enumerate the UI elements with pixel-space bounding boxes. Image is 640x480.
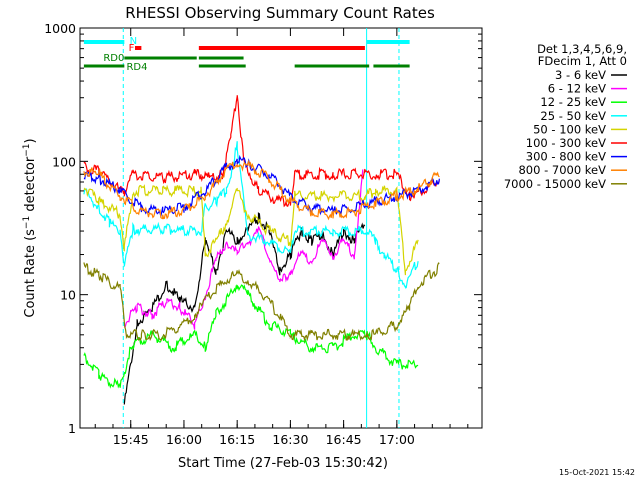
series-line <box>123 169 364 330</box>
y-label-exp2: −1 <box>22 143 32 156</box>
series-line <box>83 262 440 342</box>
series-line <box>123 212 366 405</box>
series-line <box>83 141 419 290</box>
x-tick-label: 16:30 <box>272 432 308 447</box>
night-flag-label: N <box>130 36 137 47</box>
x-tick-label: 16:00 <box>166 432 202 447</box>
legend-header-1: Det 1,3,4,5,6,9, <box>537 42 627 56</box>
x-axis-label: Start Time (27-Feb-03 15:30:42) <box>178 456 388 471</box>
legend-label: 25 - 50 keV <box>540 109 606 123</box>
x-tick-label: 15:45 <box>113 432 149 447</box>
rd4-flag-label: RD4 <box>126 62 147 73</box>
plot-frame <box>79 27 483 429</box>
y-label-main: Count Rate (s <box>23 229 38 318</box>
x-tick-label: 16:15 <box>219 432 255 447</box>
y-label-end: ) <box>23 138 38 143</box>
y-axis-label: Count Rate (s−1 detector−1) <box>22 138 38 317</box>
legend-label: 100 - 300 keV <box>526 136 606 150</box>
y-label-mid: detector <box>23 156 38 216</box>
y-tick-label: 10 <box>60 288 76 303</box>
series-line <box>83 159 440 221</box>
legend: Det 1,3,4,5,6,9, FDecim 1, Att 0 3 - 6 k… <box>504 42 627 191</box>
y-label-exp1: −1 <box>22 216 32 229</box>
y-axis: 1 10 100 1000 <box>44 21 482 436</box>
legend-label: 6 - 12 keV <box>548 82 606 96</box>
legend-label: 3 - 6 keV <box>555 68 606 82</box>
plot-area <box>79 27 483 429</box>
legend-header-2: FDecim 1, Att 0 <box>538 54 627 68</box>
legend-label: 300 - 800 keV <box>526 150 606 164</box>
rd0-flag-label: RD0 <box>103 53 124 64</box>
footer-stamp: 15-Oct-2021 15:42 <box>559 468 635 477</box>
legend-label: 7000 - 15000 keV <box>504 177 606 191</box>
series-layer <box>83 95 440 405</box>
legend-label: 12 - 25 keV <box>540 95 606 109</box>
x-tick-label: 17:00 <box>379 432 415 447</box>
y-tick-label: 1 <box>68 421 76 436</box>
legend-label: 50 - 100 keV <box>533 122 606 136</box>
y-tick-label: 1000 <box>44 21 76 36</box>
series-line <box>83 95 440 208</box>
x-tick-label: 16:45 <box>326 432 362 447</box>
flare-flag-label: F <box>129 43 135 54</box>
chart-title: RHESSI Observing Summary Count Rates <box>125 4 435 22</box>
legend-label: 800 - 7000 keV <box>518 163 606 177</box>
y-tick-label: 100 <box>52 154 76 169</box>
x-axis: 15:45 16:00 16:15 16:30 16:45 17:00 <box>94 28 469 447</box>
